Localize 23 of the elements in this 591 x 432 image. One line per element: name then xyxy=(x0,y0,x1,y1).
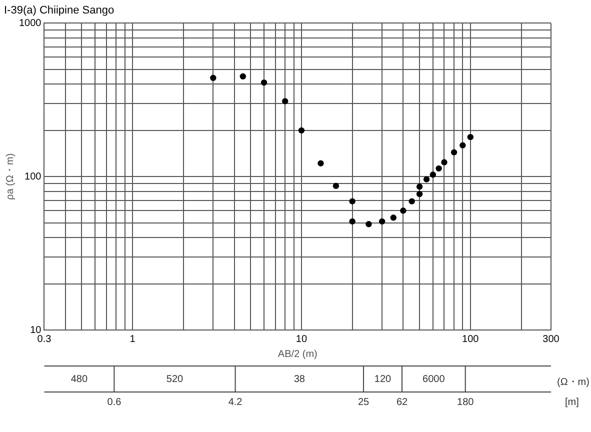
x-tick-label: 100 xyxy=(462,334,480,345)
text: 4.2 xyxy=(228,396,243,408)
x-tick-label: 300 xyxy=(542,334,560,345)
text: 0.6 xyxy=(107,396,122,408)
text: 25 xyxy=(358,396,370,408)
x-tick-label: 1 xyxy=(130,334,136,345)
y-tick-label: 100 xyxy=(24,171,42,182)
text: 120 xyxy=(374,374,392,385)
y-tick-label: 10 xyxy=(30,324,42,336)
y-tick-label: 1000 xyxy=(18,18,42,29)
text: [m] xyxy=(565,396,580,408)
text: 180 xyxy=(457,396,474,408)
x-axis-title: AB/2 (m) xyxy=(278,348,318,360)
x-tick-label: 0.3 xyxy=(37,334,52,345)
text: 480 xyxy=(70,374,88,385)
chart-title: I-39(a) Chiipine Sango xyxy=(4,4,114,17)
text: 62 xyxy=(396,396,408,408)
text: 520 xyxy=(166,374,184,385)
text: (Ω・m) xyxy=(557,376,590,388)
x-tick-label: 10 xyxy=(296,334,308,345)
text: 6000 xyxy=(422,374,446,385)
y-axis-title: ρa (Ω・m) xyxy=(4,153,16,200)
text: 38 xyxy=(294,374,306,385)
